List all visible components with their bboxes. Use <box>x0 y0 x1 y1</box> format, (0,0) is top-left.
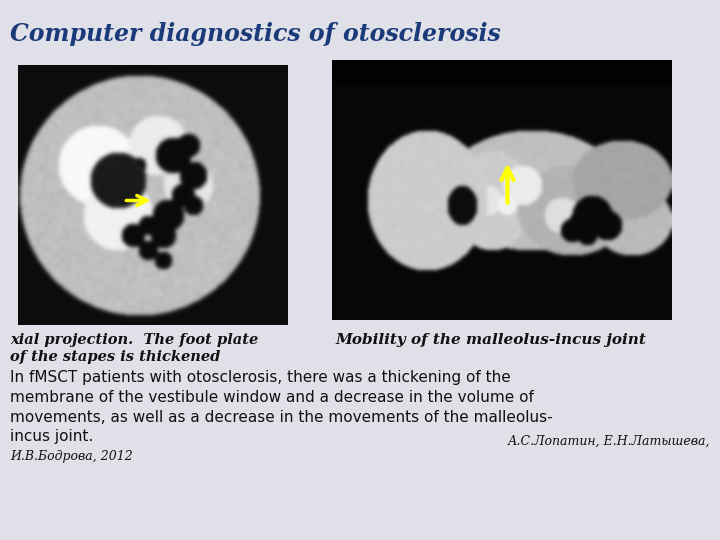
Text: of the stapes is thickened: of the stapes is thickened <box>10 350 220 364</box>
Text: In fMSCT patients with otosclerosis, there was a thickening of the
membrane of t: In fMSCT patients with otosclerosis, the… <box>10 370 553 444</box>
Text: И.В.Бодрова, 2012: И.В.Бодрова, 2012 <box>10 450 132 463</box>
Text: xial projection.  The foot plate: xial projection. The foot plate <box>10 333 258 347</box>
Text: А.С.Лопатин, Е.Н.Латышева,: А.С.Лопатин, Е.Н.Латышева, <box>508 435 710 448</box>
Text: Mobility of the malleolus-incus joint: Mobility of the malleolus-incus joint <box>335 333 646 347</box>
Text: Computer diagnostics of otosclerosis: Computer diagnostics of otosclerosis <box>10 22 500 46</box>
